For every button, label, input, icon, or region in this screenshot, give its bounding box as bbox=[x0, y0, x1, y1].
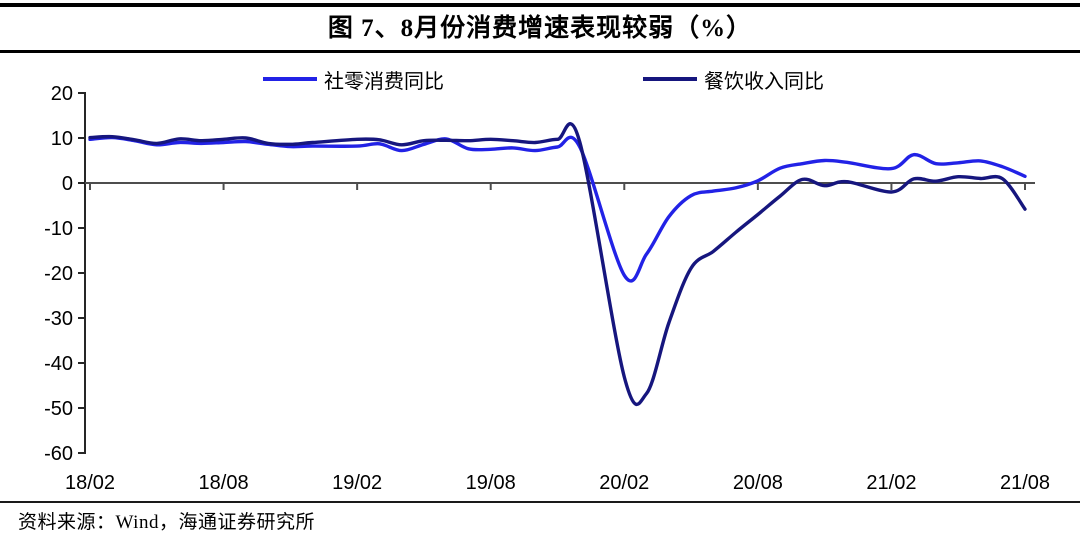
legend-item-catering: 餐饮收入同比 bbox=[643, 66, 824, 93]
x-tick-label: 18/02 bbox=[65, 472, 115, 494]
y-tick-label: 10 bbox=[51, 128, 73, 150]
x-tick-label: 21/02 bbox=[866, 472, 916, 494]
retail-series-line bbox=[88, 135, 1027, 283]
y-tick-label: -40 bbox=[44, 353, 73, 375]
y-tick-label: -30 bbox=[44, 308, 73, 330]
y-tick-label: 0 bbox=[62, 173, 73, 195]
retail-line-swatch bbox=[263, 77, 317, 81]
legend-label-catering: 餐饮收入同比 bbox=[704, 70, 824, 93]
x-tick-label: 19/02 bbox=[332, 472, 382, 494]
title-divider-rule bbox=[0, 50, 1080, 53]
x-tick-label: 20/08 bbox=[733, 472, 783, 494]
x-tick-label: 19/08 bbox=[466, 472, 516, 494]
x-tick-label: 18/08 bbox=[199, 472, 249, 494]
catering-series-line bbox=[88, 122, 1027, 406]
y-tick-label: -60 bbox=[44, 443, 73, 465]
x-tick-label: 21/08 bbox=[1000, 472, 1050, 494]
y-tick-label: -50 bbox=[44, 398, 73, 420]
y-tick-label: -20 bbox=[44, 263, 73, 285]
legend-item-retail: 社零消费同比 bbox=[263, 66, 444, 93]
x-tick-label: 20/02 bbox=[599, 472, 649, 494]
footer-divider-rule bbox=[0, 501, 1080, 503]
data-source-text: 资料来源：Wind，海通证券研究所 bbox=[18, 512, 315, 533]
y-tick-label: -10 bbox=[44, 218, 73, 240]
top-rule bbox=[0, 3, 1080, 7]
legend-label-retail: 社零消费同比 bbox=[324, 70, 444, 93]
y-tick-label: 20 bbox=[51, 83, 73, 105]
chart-title: 图 7、8月份消费增速表现较弱（%） bbox=[327, 15, 753, 42]
catering-line-swatch bbox=[643, 77, 697, 81]
